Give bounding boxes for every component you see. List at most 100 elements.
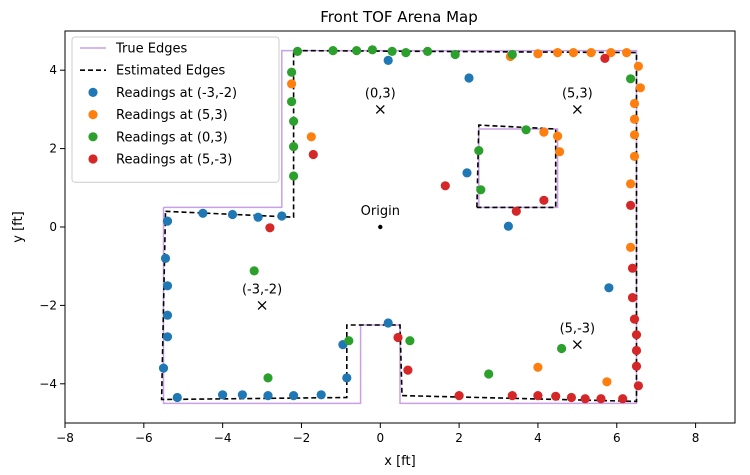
marker-label-origin: Origin [361,204,400,219]
position-markers-layer: (0,3) (5,3) (-3,-2) (5,-3) Origin [242,86,596,350]
origin-marker-dot [378,224,383,230]
readings-at-3-2-point [237,390,247,400]
readings-at-5-3-point [555,147,565,157]
readings-at-0-3-point [289,142,299,152]
x-tick-label: 4 [534,431,542,445]
readings-at-5-3-point [618,394,628,404]
readings-at-3-2-point [162,281,173,291]
readings-at-3-2-point [342,373,352,383]
readings-at-3-2-point [277,211,287,221]
readings-at-5-3-point [596,394,606,404]
readings-at-3-2-point [158,363,169,373]
readings-at-5-3-point [629,314,640,324]
legend-entry-readings-at-3-2: Readings at (-3,-2) [88,86,237,101]
marker-x-0-3 [375,104,385,114]
readings-at-3-2-point [383,55,393,65]
x-axis-label: x [ft] [384,454,415,469]
legend-label: True Edges [115,42,187,57]
legend-label: Readings at (0,3) [116,130,228,145]
readings-at-5-3-point [626,200,636,210]
marker-x-3-2 [257,300,267,310]
readings-at-0-3-point [289,171,299,181]
legend-entry-estimated-edges: Estimated Edges [80,64,226,79]
readings-at-5-3-point [393,332,403,343]
true-edges-line-1 [478,128,559,209]
readings-at-0-3-point [484,369,494,379]
x-tick-label: −2 [293,431,311,445]
readings-at-0-3-point [405,336,415,346]
readings-at-5-3-point [606,48,616,58]
legend-entry-true-edges: True Edges [80,42,187,57]
marker-label-5-3: (5,-3) [560,322,596,337]
x-tick-label: 6 [613,431,621,445]
readings-at-0-3-point [387,46,397,57]
readings-at-5-3-point [440,181,450,191]
x-tick-label: 8 [692,431,700,445]
readings-at-3-2-point [604,283,614,293]
readings-at-5-3-point [631,330,642,340]
readings-at-5-3-point [633,381,644,391]
readings-at-5-3-point [600,53,610,64]
readings-at-5-3-point [265,223,275,233]
readings-at-5-3-point [627,293,638,303]
legend-box [71,36,280,183]
readings-at-0-3-point [423,46,433,57]
readings-at-5-3-point [586,48,596,58]
readings-at-3-2-point [198,208,208,218]
readings-at-0-3-point [367,45,377,55]
readings-at-0-3-point [263,373,273,383]
readings-at-3-2-point [464,73,474,83]
readings-at-0-3-point [474,146,484,156]
y-axis-label: y [ft] [11,211,26,242]
y-tick-label: −2 [39,298,57,312]
y-tick-label: 4 [49,63,57,77]
readings-at-5-3-point [454,391,464,401]
readings-at-0-3-point [450,49,460,60]
readings-at-5-3-point [602,377,612,387]
readings-at-5-3-point [533,49,543,59]
readings-at-5-3-point [629,98,640,109]
readings-at-5-3-point [635,83,646,93]
y-axis: −4 −2 0 2 4 [39,63,65,391]
readings-at-5-3-point [626,179,636,189]
readings-layer [158,45,646,404]
readings-at-3-2-point [162,332,173,342]
y-tick-label: 0 [49,220,57,234]
readings-at-5-3-point [306,132,316,142]
readings-at-3-2-point [172,392,182,403]
marker-x-5-3 [572,340,582,350]
legend-label: Readings at (-3,-2) [116,86,237,101]
readings-at-3-2-point [289,391,299,401]
readings-at-3-2-point [462,168,472,178]
readings-at-0-3-point [289,116,299,126]
readings-at-5-3-point [631,361,642,371]
readings-at-5-3-point [403,365,413,375]
readings-at-0-3-point [557,343,567,354]
readings-at-0-3-point [249,266,259,276]
readings-at-5-3-point [629,114,640,124]
readings-at-5-3-point [568,48,579,58]
legend-entry-readings-at-5-3: Readings at (5,-3) [88,153,232,168]
readings-at-0-3-point [292,46,303,57]
readings-at-5-3-point [533,362,543,372]
marker-label-0-3: (0,3) [365,86,396,101]
readings-at-5-3-point [539,195,549,205]
legend: True Edges Estimated Edges Readings at (-3… [71,36,280,183]
readings-at-5-3-point [553,48,563,58]
readings-at-5-3-point [627,263,638,273]
x-tick-label: −6 [135,431,153,445]
readings-at-3-2-point [218,390,228,400]
x-axis: −8 −6 −4 −2 0 2 4 6 8 [56,423,699,445]
readings-at-0-3-point [626,74,636,84]
y-tick-label: 2 [49,142,57,156]
readings-at-0-3-point [287,97,297,107]
readings-at-0-3-point [287,67,297,77]
readings-at-5-3-point [511,206,521,216]
legend-label: Readings at (5,3) [116,108,228,123]
x-tick-label: −4 [214,431,232,445]
readings-at-3-2-point [160,253,171,263]
readings-at-0-3-point [507,49,517,60]
readings-at-5-3-point [626,242,636,252]
legend-entry-readings-at-0-3: Readings at (0,3) [88,130,228,145]
